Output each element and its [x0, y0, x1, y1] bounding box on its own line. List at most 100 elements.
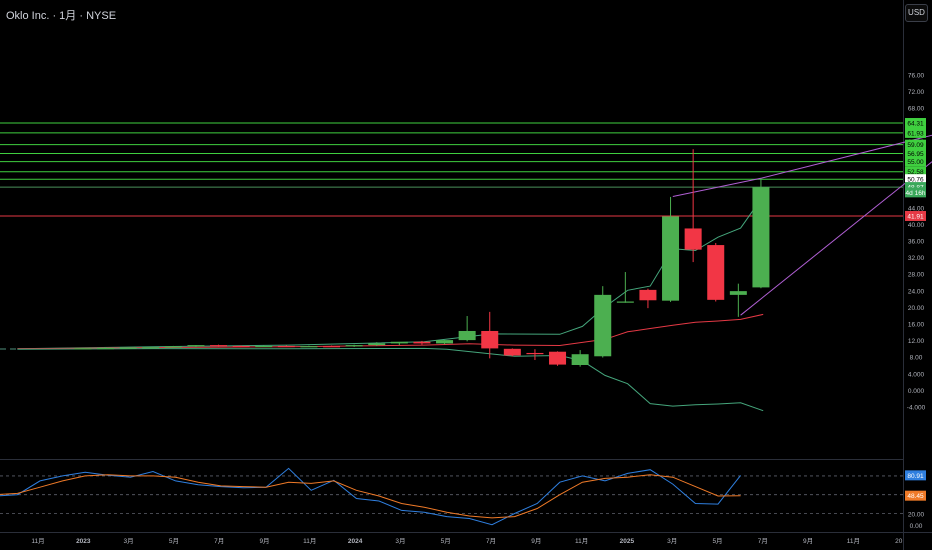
price-axis-tick: 72.00 [908, 89, 925, 96]
candle-body [390, 341, 408, 344]
price-axis-tick: 8.00 [910, 355, 923, 362]
price-axis-tick: 16.00 [908, 322, 925, 329]
candle-body [210, 345, 228, 347]
candle-body [413, 341, 431, 344]
price-badge [905, 118, 926, 129]
candle-body [729, 291, 747, 295]
band-lower-line [17, 347, 764, 412]
candle-body [458, 330, 476, 341]
time-axis-tick: 5月 [169, 537, 179, 545]
price-badge-label: 64.31 [907, 121, 924, 128]
candle-body [571, 354, 589, 365]
channel-line [672, 134, 932, 197]
price-badge [905, 148, 926, 159]
price-badge-label: 41.91 [907, 213, 924, 220]
candle-body [594, 294, 612, 357]
stoch-axis-tick: 0.00 [910, 523, 923, 530]
symbol-title: Oklo Inc. · 1月 · NYSE [6, 10, 117, 22]
channel-line [740, 161, 932, 316]
currency-button[interactable]: USD [905, 4, 928, 22]
price-axis-tick: 20.00 [908, 305, 925, 312]
time-axis-tick: 2023 [76, 538, 91, 545]
candle-body [119, 347, 137, 349]
price-axis-tick: 12.00 [908, 338, 925, 345]
time-axis-tick: 5月 [712, 537, 722, 545]
price-badge [905, 210, 926, 221]
price-axis-tick: 28.00 [908, 272, 925, 279]
time-axis-tick: 5月 [441, 537, 451, 545]
time-axis-tick: 9月 [531, 537, 541, 545]
price-badge [905, 166, 926, 177]
time-axis-tick: 9月 [259, 537, 269, 545]
time-axis-tick: 7月 [214, 537, 224, 545]
candle-body [481, 330, 499, 349]
candle-body [436, 340, 454, 344]
price-axis-tick: 40.00 [908, 222, 925, 229]
time-axis-tick: 7月 [758, 537, 768, 545]
price-axis-tick: 44.00 [908, 205, 925, 212]
time-axis-tick: 2025 [620, 538, 635, 545]
price-badge [905, 174, 926, 185]
price-badge-label: 4d 16h [906, 190, 926, 197]
time-axis-tick: 7月 [486, 537, 496, 545]
price-badge-label: 61.93 [907, 130, 924, 137]
price-axis-tick: 68.00 [908, 106, 925, 113]
price-badge-label: 52.58 [907, 169, 924, 176]
price-axis-tick: 0.000 [908, 388, 925, 395]
candle-body [752, 187, 770, 288]
stoch-k-badge [905, 470, 926, 481]
candle-body [74, 348, 92, 350]
price-badge [905, 187, 926, 198]
price-axis-tick: -4.000 [907, 405, 926, 412]
time-axis-tick: 3月 [395, 537, 405, 545]
price-axis-tick: 24.00 [908, 288, 925, 295]
candle-body [616, 301, 634, 303]
candle-body [526, 352, 544, 355]
candle-body [323, 346, 341, 348]
band-middle-line [17, 313, 764, 350]
time-axis-tick: 2024 [348, 538, 363, 545]
candle-body [187, 345, 205, 347]
price-badge [905, 127, 926, 138]
candle-body [707, 245, 725, 300]
candle-body [639, 289, 657, 301]
price-axis-tick: 32.00 [908, 255, 925, 262]
time-axis-tick: 11月 [575, 537, 588, 545]
candle-body [255, 345, 273, 348]
stoch-d-line [0, 474, 741, 519]
time-axis-tick: 11月 [303, 537, 316, 545]
candle-body [277, 345, 295, 348]
candle-body [232, 345, 250, 348]
candle-body [684, 228, 702, 250]
price-axis-tick: 76.00 [908, 73, 925, 80]
time-axis-tick: 11月 [31, 537, 44, 545]
price-axis-tick: 36.00 [908, 239, 925, 246]
stoch-d-badge-label: 48.45 [907, 493, 924, 500]
time-axis-tick: 20 [895, 538, 903, 545]
candle-body [164, 346, 182, 348]
stoch-axis-tick: 20.00 [908, 511, 925, 518]
candle-body [368, 343, 386, 346]
price-badge-label: 50.76 [907, 177, 924, 184]
candle-body [345, 345, 363, 347]
time-axis-tick: 3月 [124, 537, 134, 545]
time-axis-tick: 3月 [667, 537, 677, 545]
price-badge-label: 59.09 [907, 142, 924, 149]
candle-body [503, 348, 521, 356]
time-axis-tick: 9月 [803, 537, 813, 545]
stoch-d-badge [905, 490, 926, 501]
candle-body [142, 347, 160, 349]
time-axis-tick: 11月 [847, 537, 860, 545]
band-upper-line [17, 195, 764, 350]
candle-body [662, 216, 680, 301]
candle-body [549, 351, 567, 365]
price-badge [905, 139, 926, 150]
price-badge-label: 55.00 [907, 159, 924, 166]
price-badge [905, 156, 926, 167]
price-axis-tick: 4.000 [908, 371, 925, 378]
price-badge [905, 182, 926, 193]
candle-body [300, 346, 318, 348]
stoch-k-badge-label: 80.91 [907, 473, 924, 480]
candle-body [97, 347, 115, 350]
